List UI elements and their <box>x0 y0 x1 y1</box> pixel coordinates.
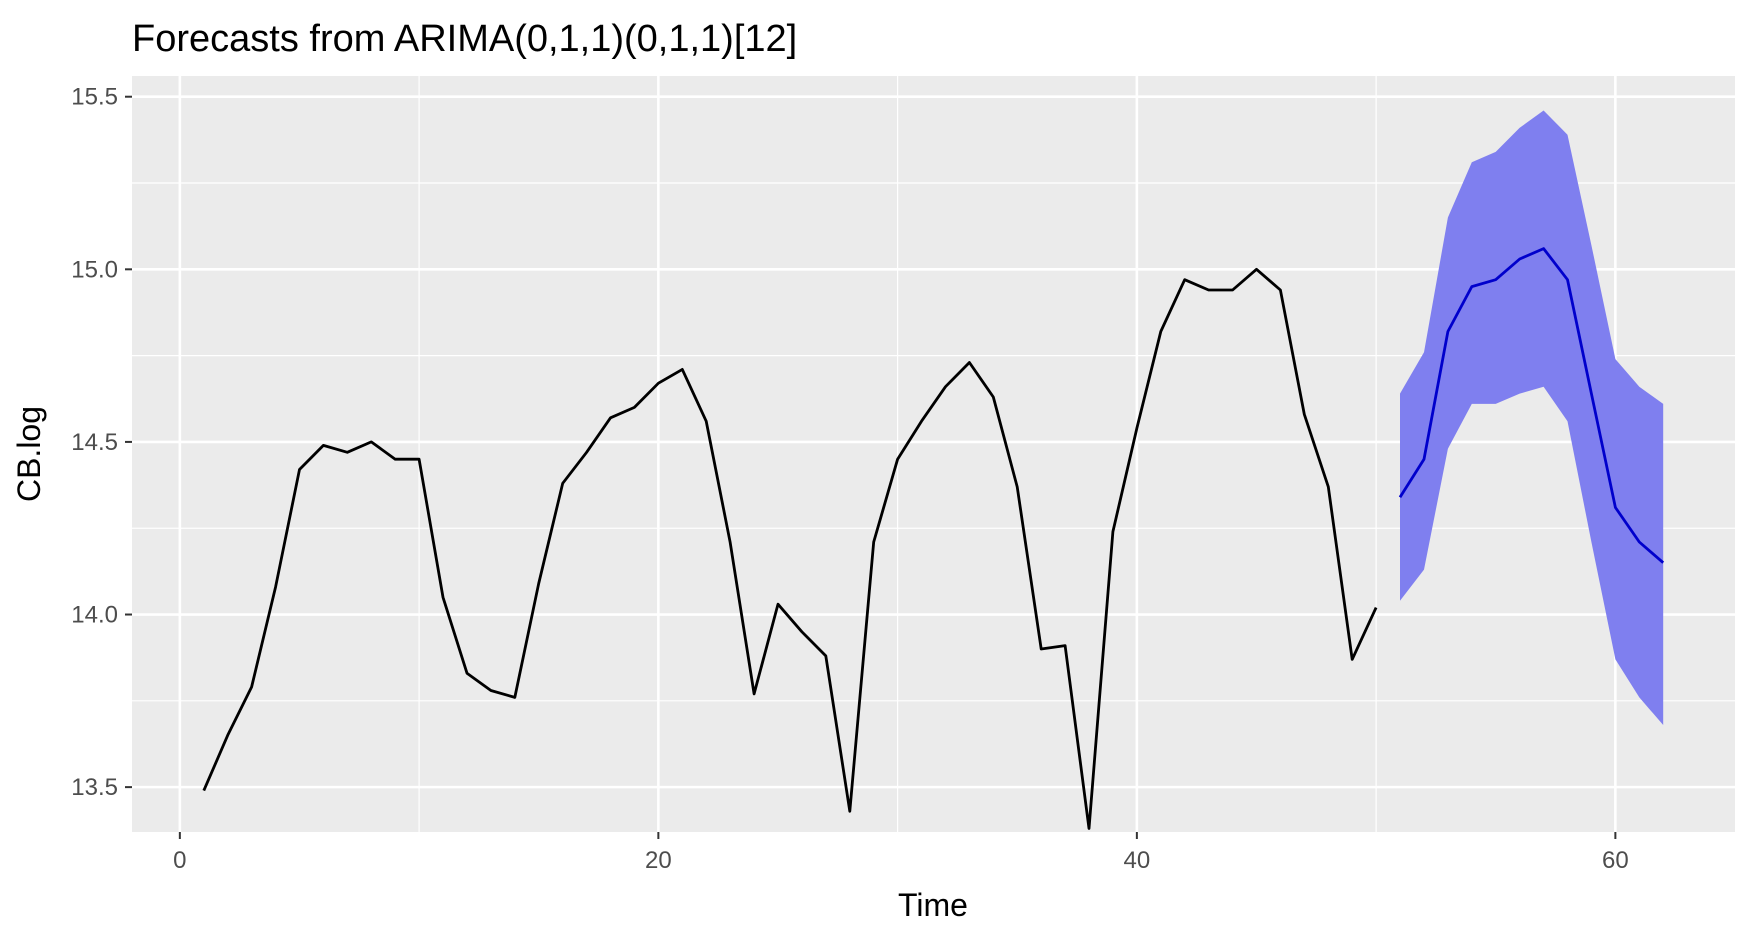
prediction-interval-band <box>1400 110 1664 725</box>
x-axis-title: Time <box>898 887 968 923</box>
data-layer <box>202 110 1665 830</box>
forecast-mean-line <box>1398 247 1665 564</box>
y-axis-title: CB.log <box>11 406 47 502</box>
axes: 13.5 14.0 14.5 15.0 15.5 0 20 40 60 <box>71 84 1628 874</box>
x-tick-label: 40 <box>1124 847 1151 874</box>
y-tick-label: 15.5 <box>71 84 118 111</box>
y-tick-label: 14.5 <box>71 429 118 456</box>
chart-title: Forecasts from ARIMA(0,1,1)(0,1,1)[12] <box>132 18 797 60</box>
x-tick-label: 20 <box>645 847 672 874</box>
x-tick-label: 60 <box>1602 847 1629 874</box>
y-tick-label: 15.0 <box>71 256 118 283</box>
y-tick-label: 14.0 <box>71 602 118 629</box>
x-tick-label: 0 <box>173 847 186 874</box>
y-tick-label: 13.5 <box>71 774 118 801</box>
historical-series-line <box>202 267 1378 830</box>
